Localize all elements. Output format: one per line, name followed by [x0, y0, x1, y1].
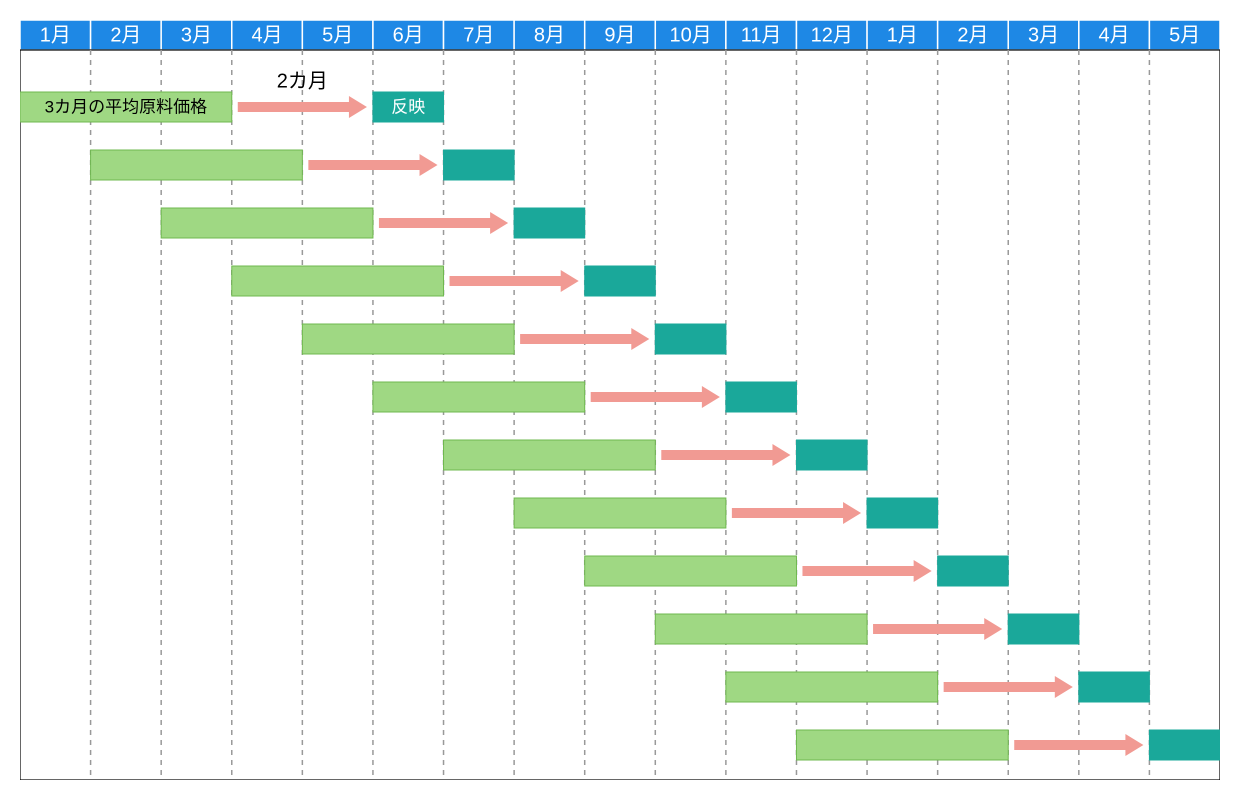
lag-label: 2カ月 — [277, 70, 328, 92]
row — [796, 730, 1220, 760]
month-label: 4月 — [1099, 24, 1130, 46]
month-label: 12月 — [811, 24, 853, 46]
month-label: 1月 — [40, 24, 71, 46]
month-label: 7月 — [463, 24, 494, 46]
month-label: 3月 — [1028, 24, 1059, 46]
row — [444, 440, 868, 470]
month-label: 8月 — [534, 24, 565, 46]
reflect-bar — [867, 498, 938, 528]
month-header: 1月 2月 3月 4月 5月 6月 7月 8月 9月 10月 11月 12月 1月 2月 3月 4月 5月 — [20, 20, 1220, 50]
avg-price-bar — [796, 730, 1008, 760]
row — [514, 498, 938, 528]
row — [232, 266, 656, 296]
month-label: 1月 — [887, 24, 918, 46]
reflect-label: 反映 — [391, 97, 425, 116]
reflect-bar — [1149, 730, 1220, 760]
month-label: 4月 — [251, 24, 282, 46]
reflect-bar — [796, 440, 867, 470]
avg-price-bar — [726, 672, 938, 702]
row — [373, 382, 797, 412]
avg-price-bar — [91, 150, 303, 180]
row — [726, 672, 1150, 702]
rows: 3カ月の平均原料価格 2カ月反映 — [20, 70, 1220, 760]
reflect-bar — [655, 324, 726, 354]
row: 3カ月の平均原料価格 2カ月反映 — [20, 70, 444, 122]
row — [655, 614, 1079, 644]
reflect-bar — [1079, 672, 1150, 702]
reflect-bar — [726, 382, 797, 412]
month-label: 5月 — [1169, 24, 1200, 46]
reflect-bar — [1008, 614, 1079, 644]
month-label: 11月 — [741, 24, 782, 46]
avg-price-bar — [373, 382, 585, 412]
avg-price-bar — [585, 556, 797, 586]
month-label: 2月 — [957, 24, 988, 46]
month-label: 6月 — [393, 24, 424, 46]
avg-price-bar — [302, 324, 514, 354]
month-label: 3月 — [181, 24, 212, 46]
avg-price-bar — [655, 614, 867, 644]
avg-price-bar — [232, 266, 444, 296]
row — [161, 208, 585, 238]
reflect-bar — [514, 208, 585, 238]
reflect-bar — [585, 266, 656, 296]
avg-price-bar — [514, 498, 726, 528]
month-label: 5月 — [322, 24, 353, 46]
row — [91, 150, 515, 180]
month-label: 10月 — [669, 24, 711, 46]
chart-container: 1月 2月 3月 4月 5月 6月 7月 8月 9月 10月 11月 12月 1月 2月 3月 4月 5月 3カ月… — [20, 20, 1220, 780]
reflect-bar — [444, 150, 515, 180]
month-label: 2月 — [110, 24, 141, 46]
avg-price-bar — [161, 208, 373, 238]
avg-price-label: 3カ月の平均原料価格 — [45, 97, 207, 116]
row — [302, 324, 726, 354]
reflect-bar — [938, 556, 1009, 586]
month-label: 9月 — [604, 24, 635, 46]
gantt-chart: 1月 2月 3月 4月 5月 6月 7月 8月 9月 10月 11月 12月 1月 2月 3月 4月 5月 3カ月… — [20, 20, 1220, 780]
avg-price-bar — [444, 440, 656, 470]
row — [585, 556, 1009, 586]
